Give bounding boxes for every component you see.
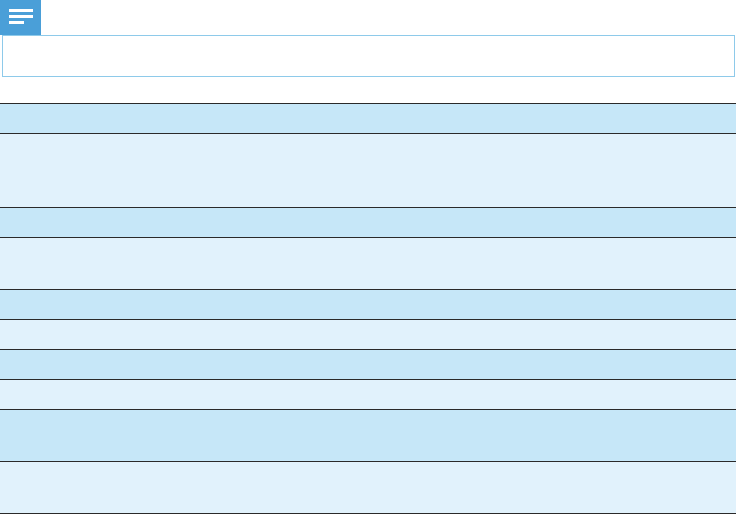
table-row xyxy=(0,134,736,208)
note-box xyxy=(2,35,735,77)
table-row xyxy=(0,380,736,410)
icon-line xyxy=(9,21,24,24)
note-icon xyxy=(0,0,41,35)
table-row xyxy=(0,410,736,462)
table-row xyxy=(0,208,736,238)
table-row xyxy=(0,290,736,320)
table-row xyxy=(0,462,736,514)
table xyxy=(0,103,736,514)
table-row xyxy=(0,238,736,290)
table-row xyxy=(0,350,736,380)
icon-line xyxy=(9,9,33,12)
table-row xyxy=(0,104,736,134)
table-row xyxy=(0,320,736,350)
icon-line xyxy=(9,15,33,18)
